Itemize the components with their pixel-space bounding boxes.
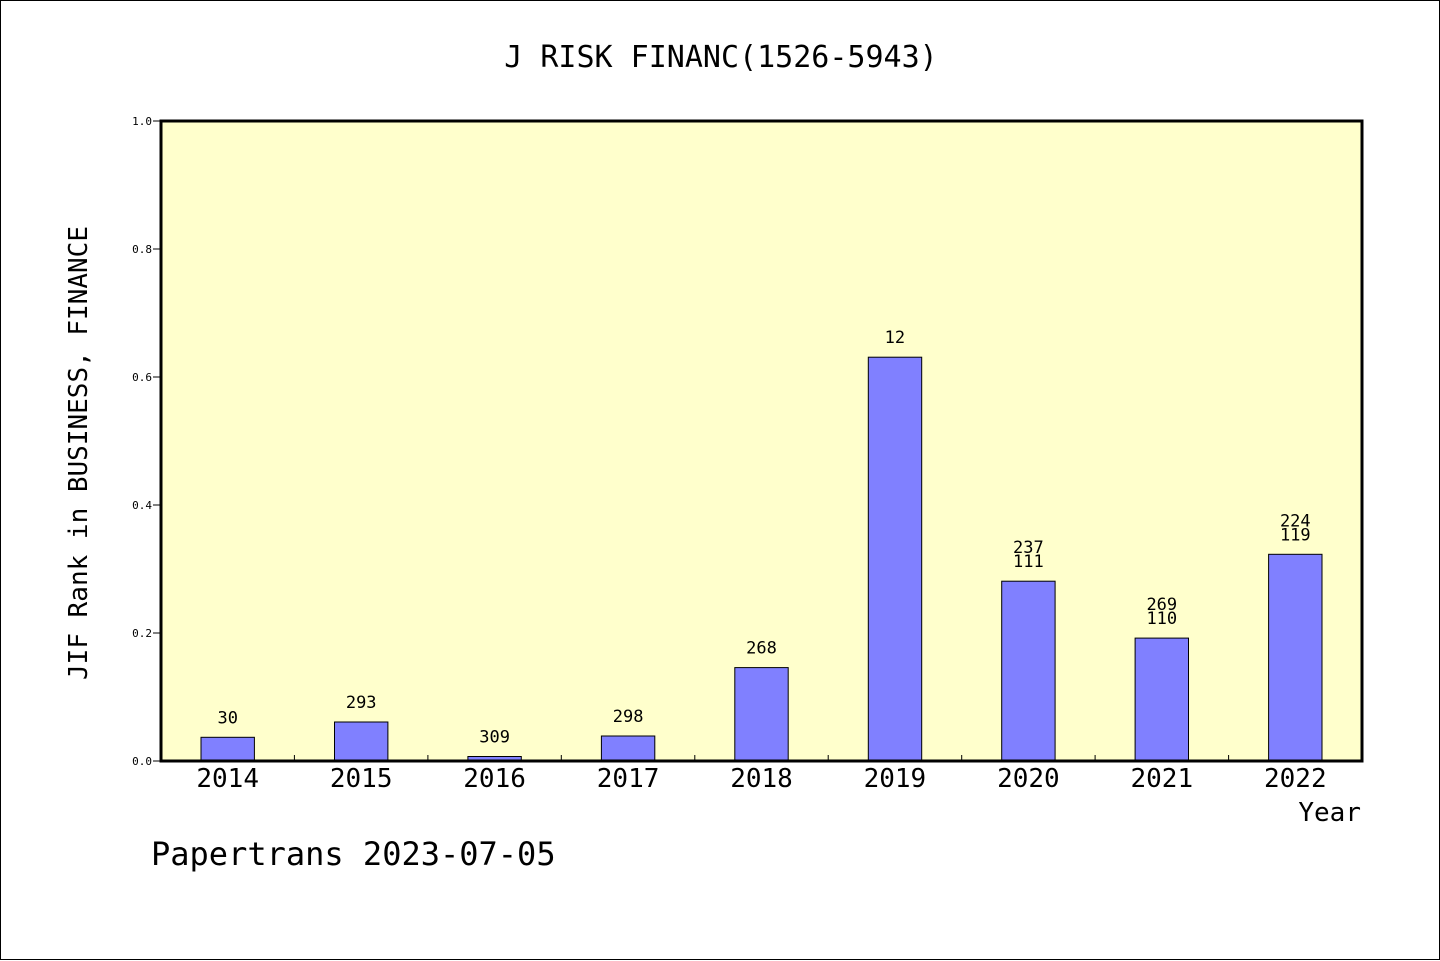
bar-label-2021-1: 269 [1146,595,1177,615]
y-tick-label-0.2: 0.2 [132,627,152,640]
y-tick-label-0.0: 0.0 [132,755,152,768]
footer-credit: Papertrans 2023-07-05 [151,835,556,873]
y-tick-label-0.6: 0.6 [132,371,152,384]
bar-2015 [334,721,389,762]
y-tick-label-0.8: 0.8 [132,243,152,256]
bar-label-2014: 30 [217,708,237,728]
x-axis-ticks: 2014 2015 2016 2017 2018 2019 2020 2021 2022 [196,755,1327,794]
bar-label-2018: 268 [746,639,777,659]
x-tick-label-2021: 2021 [1130,764,1193,794]
x-tick-label-2019: 2019 [864,764,927,794]
bar-label-2021-2: 110 [1146,609,1177,629]
y-axis-title: JIF Rank in BUSINESS, FINANCE [64,226,94,680]
bar-label-2017: 298 [613,707,644,727]
x-tick-label-2014: 2014 [196,764,259,794]
x-tick-label-2016: 2016 [463,764,526,794]
x-tick-label-2020: 2020 [997,764,1060,794]
x-tick-label-2018: 2018 [730,764,793,794]
x-tick-label-2017: 2017 [597,764,660,794]
y-tick-label-1.0: 1.0 [132,115,152,128]
bar-label-2020-1: 237 [1013,538,1044,558]
bar-label-2016: 309 [479,728,510,748]
bar-2020 [1001,580,1056,762]
x-tick-label-2022: 2022 [1264,764,1327,794]
bar-2018 [734,667,789,762]
bar-label-2020-2: 111 [1013,552,1044,572]
y-tick-label-0.4: 0.4 [132,499,152,512]
x-axis-title: Year [1298,798,1361,828]
bar-2014 [200,736,255,762]
bar-2019 [867,356,923,762]
y-axis-ticks: 0.0 0.2 0.4 0.6 0.8 1.0 [132,115,161,768]
bar-label-2019: 12 [885,328,905,348]
bar-label-2022-1: 224 [1280,511,1311,531]
bar-2017 [600,735,656,762]
bar-2021 [1134,637,1189,762]
bar-label-2015: 293 [346,693,377,713]
bar-label-2022-2: 119 [1280,525,1311,545]
bar-2022 [1268,553,1323,762]
x-tick-label-2015: 2015 [330,764,393,794]
plot-frame [159,119,1364,763]
chart-title: J RISK FINANC(1526-5943) [504,40,937,75]
bars-layer [200,356,1323,762]
